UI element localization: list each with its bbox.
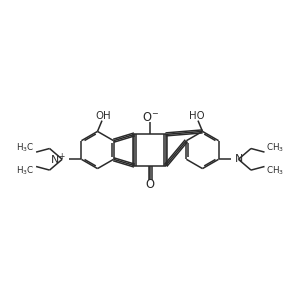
Text: HO: HO	[189, 111, 205, 122]
Text: O$^{-}$: O$^{-}$	[142, 111, 159, 124]
Text: CH$_3$: CH$_3$	[266, 165, 284, 177]
Text: N: N	[235, 154, 243, 164]
Text: H$_3$C: H$_3$C	[16, 165, 35, 177]
Text: H$_3$C: H$_3$C	[16, 141, 35, 154]
Text: CH$_3$: CH$_3$	[266, 141, 284, 154]
Text: N$^{+}$: N$^{+}$	[50, 152, 66, 167]
Text: O: O	[146, 178, 154, 191]
Text: OH: OH	[95, 111, 111, 122]
